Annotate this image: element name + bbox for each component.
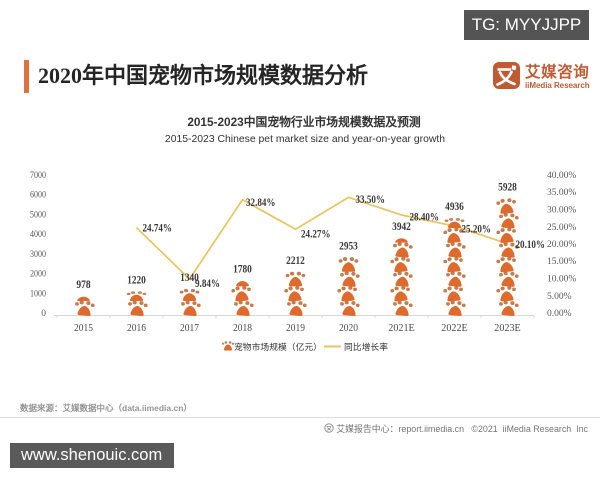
svg-text:10.00%: 10.00% (547, 275, 576, 285)
svg-text:2020: 2020 (339, 322, 358, 334)
svg-text:25.00%: 25.00% (547, 223, 576, 233)
svg-text:2021E: 2021E (388, 322, 415, 334)
svg-text:4000: 4000 (30, 230, 46, 240)
svg-text:0.00%: 0.00% (547, 309, 572, 319)
svg-text:978: 978 (76, 277, 90, 291)
svg-text:2953: 2953 (339, 238, 358, 252)
svg-text:7000: 7000 (30, 171, 46, 181)
svg-text:9.84%: 9.84% (195, 276, 220, 290)
svg-text:20.10%: 20.10% (516, 237, 546, 251)
svg-text:2015: 2015 (74, 322, 93, 334)
svg-text:iiMedia Research: iiMedia Research (525, 81, 590, 90)
svg-text:4936: 4936 (445, 199, 464, 213)
svg-text:5.00%: 5.00% (547, 292, 572, 302)
svg-text:5000: 5000 (30, 210, 46, 220)
svg-text:30.00%: 30.00% (547, 206, 576, 216)
svg-text:24.27%: 24.27% (301, 227, 331, 241)
svg-text:2018: 2018 (233, 322, 252, 334)
svg-text:0: 0 (41, 309, 46, 319)
svg-text:1780: 1780 (233, 261, 252, 275)
svg-text:35.00%: 35.00% (547, 188, 576, 198)
svg-text:2023E: 2023E (494, 322, 521, 334)
svg-text:2212: 2212 (286, 253, 305, 267)
svg-text:15.00%: 15.00% (547, 257, 576, 267)
svg-text:2022E: 2022E (441, 322, 468, 334)
svg-text:28.40%: 28.40% (410, 210, 440, 224)
svg-text:艾媒咨询: 艾媒咨询 (525, 62, 589, 81)
svg-text:40.00%: 40.00% (547, 171, 576, 181)
svg-text:3942: 3942 (392, 219, 411, 233)
svg-text:25.20%: 25.20% (462, 222, 492, 236)
svg-text:33.50%: 33.50% (356, 192, 386, 206)
svg-text:2016: 2016 (127, 322, 146, 334)
svg-text:20.00%: 20.00% (547, 240, 576, 250)
svg-text:2019: 2019 (286, 322, 305, 334)
svg-text:2000: 2000 (30, 270, 46, 280)
svg-text:32.84%: 32.84% (246, 195, 276, 209)
svg-text:2017: 2017 (180, 322, 199, 334)
svg-text:6000: 6000 (30, 191, 46, 201)
svg-text:宠物市场规模（亿元）: 宠物市场规模（亿元） (234, 341, 322, 352)
svg-text:1340: 1340 (180, 270, 199, 284)
svg-text:1000: 1000 (30, 289, 46, 299)
svg-text:1220: 1220 (127, 273, 146, 287)
svg-text:5928: 5928 (498, 180, 517, 194)
svg-text:24.74%: 24.74% (143, 221, 173, 235)
svg-text:3000: 3000 (30, 250, 46, 260)
svg-text:同比增长率: 同比增长率 (344, 341, 388, 352)
